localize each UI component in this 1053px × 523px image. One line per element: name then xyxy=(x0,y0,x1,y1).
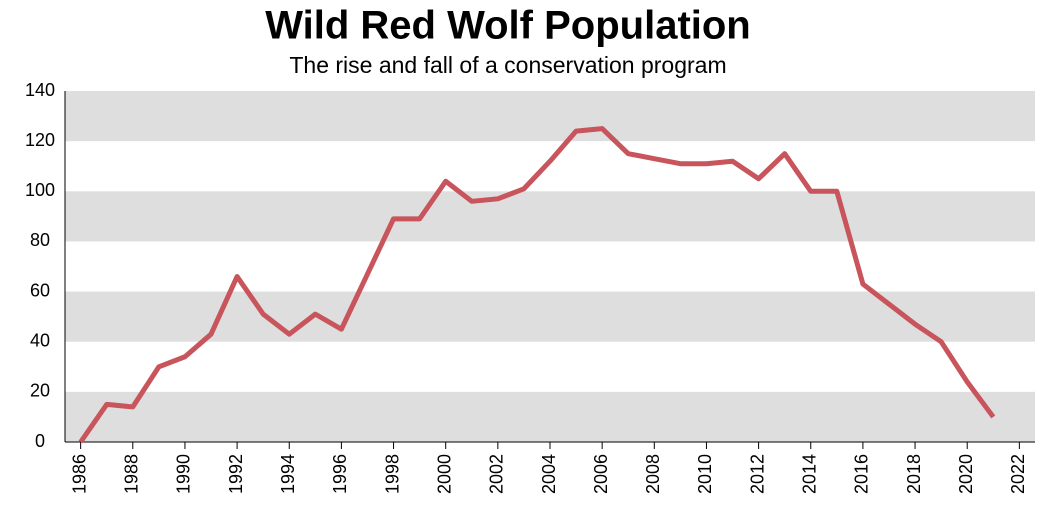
y-tick-label: 80 xyxy=(30,230,50,250)
x-tick-label: 1998 xyxy=(382,454,402,494)
grid-band xyxy=(65,91,1035,142)
y-tick-label: 20 xyxy=(30,381,50,401)
x-tick-label: 2004 xyxy=(539,454,559,494)
grid-band xyxy=(65,191,1035,242)
x-tick-label: 1996 xyxy=(330,454,350,494)
y-tick-label: 120 xyxy=(25,130,55,150)
x-tick-label: 1988 xyxy=(122,454,142,494)
chart-subtitle: The rise and fall of a conservation prog… xyxy=(289,52,726,78)
x-tick-label: 1992 xyxy=(226,454,246,494)
x-tick-label: 2002 xyxy=(487,454,507,494)
y-tick-label: 140 xyxy=(25,80,55,100)
grid-band xyxy=(65,391,1035,442)
x-tick-label: 2000 xyxy=(434,454,454,494)
y-tick-label: 40 xyxy=(30,330,50,350)
x-tick-label: 2006 xyxy=(591,454,611,494)
y-tick-label: 60 xyxy=(30,280,50,300)
x-tick-label: 2022 xyxy=(1008,454,1028,494)
y-tick-label: 0 xyxy=(35,431,45,451)
x-tick-label: 1990 xyxy=(174,454,194,494)
chart-title: Wild Red Wolf Population xyxy=(265,4,751,48)
data-line xyxy=(78,126,996,444)
x-tick-label: 2012 xyxy=(747,454,767,494)
x-tick-label: 1986 xyxy=(69,454,89,494)
x-tick-label: 2018 xyxy=(904,454,924,494)
x-tick-label: 2014 xyxy=(800,454,820,494)
y-tick-label: 100 xyxy=(25,180,55,200)
x-tick-label: 2008 xyxy=(643,454,663,494)
x-tick-label: 1994 xyxy=(278,454,298,494)
x-tick-label: 2016 xyxy=(852,454,872,494)
x-tick-label: 2010 xyxy=(695,454,715,494)
x-tick-label: 2020 xyxy=(956,454,976,494)
